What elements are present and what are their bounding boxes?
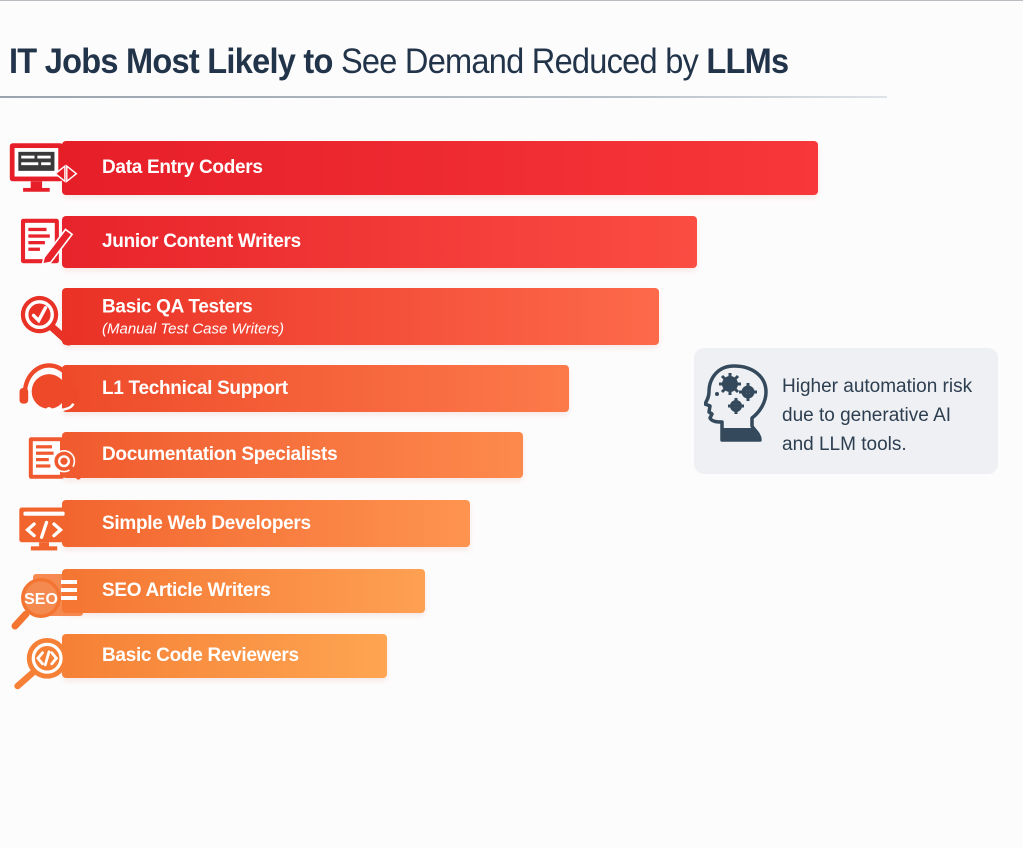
document-search-icon: [28, 437, 81, 480]
bar-label: Junior Content Writers: [102, 231, 301, 253]
legend-line-3: and LLM tools.: [782, 434, 907, 455]
title-part-3: LLMs: [706, 42, 789, 81]
bar-label: SEO Article Writers: [102, 580, 271, 602]
bar-2: Junior Content Writers: [62, 216, 698, 268]
bar-3: Basic QA Testers (Manual Test Case Writer…: [62, 288, 660, 345]
bar-label: Documentation Specialists: [102, 444, 338, 466]
bar-label: Basic Code Reviewers: [102, 645, 299, 667]
tick-label: SEO Article Writers: [102, 580, 271, 601]
top-border: [0, 0, 1023, 1]
code-magnifier-icon: [14, 637, 68, 690]
legend-line-1: Higher automation risk: [782, 376, 973, 397]
tick-label: Documentation Specialists: [102, 444, 338, 465]
bar-1: Data Entry Coders: [62, 141, 818, 195]
bar-label: Simple Web Developers: [102, 513, 311, 535]
document-pencil-icon: [20, 218, 74, 266]
monitor-code-icon: [9, 143, 78, 192]
web-code-icon: [19, 507, 69, 551]
bar-label: L1 Technical Support: [102, 378, 288, 400]
bar-5: Documentation Specialists: [62, 432, 524, 478]
seo-magnifier-icon: SEO: [11, 574, 83, 630]
bar-label: Basic QA Testers (Manual Test Case Writer…: [102, 296, 284, 337]
legend-line-2: due to generative AI: [782, 405, 952, 426]
title-divider: [0, 96, 887, 98]
title-part-2: See Demand Reduced by: [340, 42, 707, 81]
tick-label: Basic QA Testers: [102, 296, 253, 317]
title-part-1: IT Jobs Most Likely to: [9, 42, 341, 81]
bar-4: L1 Technical Support: [62, 365, 569, 412]
chart-title: IT Jobs Most Likely to See Demand Reduce…: [9, 42, 789, 82]
tick-label: Junior Content Writers: [102, 231, 301, 252]
head-gears-icon: [704, 364, 768, 442]
bar-7: SEO Article Writers: [62, 569, 425, 613]
tick-sublabel: (Manual Test Case Writers): [102, 320, 284, 337]
legend-text: Higher automation risk due to generative…: [782, 372, 982, 459]
magnifier-check-icon: [20, 295, 73, 346]
svg-text:SEO: SEO: [24, 591, 58, 608]
tick-label: L1 Technical Support: [102, 377, 288, 399]
headset-icon: [19, 363, 79, 414]
bar-8: Basic Code Reviewers: [62, 634, 388, 678]
tick-label: Simple Web Developers: [102, 512, 311, 534]
legend-callout: Higher automation risk due to generative…: [694, 348, 998, 474]
tick-label: Basic Code Reviewers: [102, 645, 299, 666]
tick-label: Data Entry Coders: [102, 157, 263, 178]
bar-label: Data Entry Coders: [102, 157, 263, 179]
bar-6: Simple Web Developers: [62, 500, 471, 547]
